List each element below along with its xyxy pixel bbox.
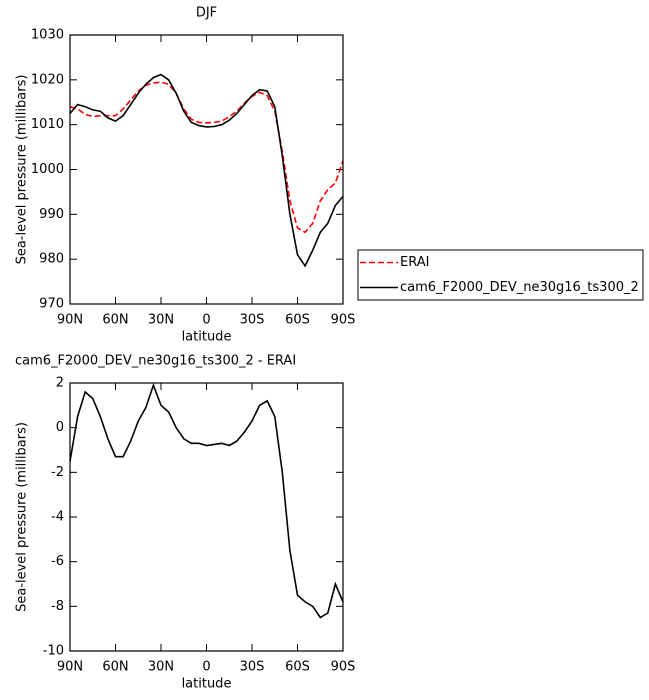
y-tick-label: 970 — [39, 297, 64, 312]
y-tick-label: 990 — [39, 207, 64, 222]
x-tick-label: 90S — [331, 313, 356, 328]
x-tick-label: 60N — [102, 660, 128, 675]
x-axis-label: latitude — [182, 330, 232, 345]
y-tick-label: -4 — [51, 510, 64, 525]
chart-title: DJF — [196, 6, 217, 21]
x-tick-label: 60N — [102, 313, 128, 328]
y-tick-label: -10 — [43, 644, 64, 659]
data-line — [69, 81, 344, 234]
y-tick-label: 2 — [56, 376, 64, 391]
y-tick-label: -6 — [51, 554, 64, 569]
y-tick-label: -2 — [51, 465, 64, 480]
x-tick-label: 30N — [148, 660, 174, 675]
legend-label: cam6_F2000_DEV_ne30g16_ts300_2 — [400, 280, 639, 295]
y-tick-label: 1020 — [31, 72, 64, 87]
plot-frame — [69, 34, 344, 305]
chart-title: cam6_F2000_DEV_ne30g16_ts300_2 - ERAI — [15, 354, 296, 369]
legend-label: ERAI — [400, 255, 429, 270]
x-tick-label: 0 — [202, 660, 210, 675]
x-tick-label: 90N — [57, 660, 83, 675]
legend-box — [357, 249, 644, 301]
y-tick-label: 980 — [39, 252, 64, 267]
y-tick-label: 0 — [56, 420, 64, 435]
x-tick-label: 60S — [285, 313, 310, 328]
x-axis-label: latitude — [182, 677, 232, 692]
x-tick-label: 30N — [148, 313, 174, 328]
x-tick-label: 0 — [202, 313, 210, 328]
y-tick-label: 1010 — [31, 117, 64, 132]
y-tick-label: 1030 — [31, 28, 64, 43]
x-tick-label: 30S — [240, 313, 265, 328]
x-tick-label: 30S — [240, 660, 265, 675]
x-tick-label: 90S — [331, 660, 356, 675]
y-tick-label: 1000 — [31, 162, 64, 177]
x-tick-label: 90N — [57, 313, 83, 328]
data-line — [69, 73, 344, 268]
plot-frame — [69, 382, 344, 652]
y-axis-label: Sea-level pressure (millibars) — [15, 75, 30, 265]
x-tick-label: 60S — [285, 660, 310, 675]
y-tick-label: -8 — [51, 599, 64, 614]
data-line — [69, 382, 344, 619]
y-axis-label: Sea-level pressure (millibars) — [15, 422, 30, 612]
